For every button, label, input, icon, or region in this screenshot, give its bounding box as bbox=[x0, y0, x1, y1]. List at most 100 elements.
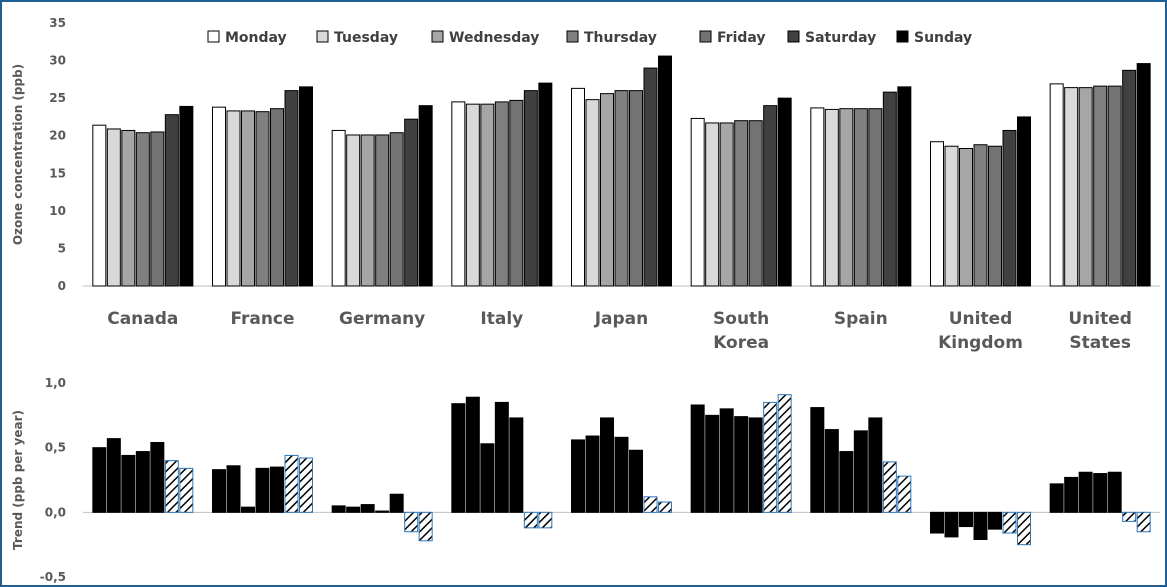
top-bar bbox=[299, 86, 313, 287]
trend-bar bbox=[1064, 476, 1079, 513]
top-bar bbox=[465, 103, 480, 287]
top-bar bbox=[538, 82, 553, 287]
top-y-tick-label: 35 bbox=[49, 16, 66, 30]
top-y-tick-label: 5 bbox=[58, 241, 66, 255]
trend-bar bbox=[824, 429, 839, 513]
category-label: Spain bbox=[834, 309, 888, 329]
top-bar bbox=[241, 110, 255, 287]
top-bar bbox=[494, 101, 509, 287]
legend-swatch bbox=[431, 30, 444, 43]
top-y-tick-label: 25 bbox=[49, 91, 66, 105]
trend-bar bbox=[346, 506, 361, 513]
trend-bar-hatched bbox=[284, 454, 299, 513]
trend-bar bbox=[868, 417, 883, 513]
top-bar bbox=[92, 124, 107, 287]
trend-bar bbox=[930, 511, 944, 534]
top-bar bbox=[121, 129, 136, 287]
top-bar bbox=[331, 129, 346, 287]
trend-bar bbox=[1049, 483, 1064, 513]
trend-bar-hatched bbox=[1122, 511, 1137, 522]
top-y-tick-label: 0 bbox=[58, 279, 66, 293]
trend-bar bbox=[734, 416, 749, 513]
trend-bar bbox=[944, 511, 959, 538]
legend-label: Friday bbox=[717, 30, 766, 46]
category-label: United bbox=[949, 309, 1013, 329]
trend-bar bbox=[360, 504, 375, 513]
category-label: South bbox=[713, 309, 769, 329]
legend-swatch bbox=[699, 30, 712, 43]
top-bar bbox=[734, 120, 749, 287]
trend-bar bbox=[705, 414, 720, 513]
trend-bar-hatched bbox=[897, 475, 912, 513]
top-y-axis-title: Ozone concentration (ppb) bbox=[11, 64, 25, 245]
top-y-tick-label: 15 bbox=[49, 166, 66, 180]
trend-bar bbox=[988, 511, 1002, 530]
category-label: Italy bbox=[480, 309, 523, 329]
top-bar bbox=[1122, 69, 1137, 287]
top-bar bbox=[1136, 63, 1151, 287]
top-bar bbox=[1093, 85, 1108, 287]
trend-bar bbox=[212, 469, 226, 513]
bottom-y-tick-label: 0,5 bbox=[45, 441, 66, 455]
trend-bar bbox=[690, 404, 705, 513]
trend-bar bbox=[853, 430, 868, 513]
top-bar bbox=[480, 103, 495, 287]
legend-swatch bbox=[787, 30, 800, 43]
top-bar bbox=[585, 99, 600, 287]
trend-bar-hatched bbox=[164, 460, 179, 513]
trend-bar bbox=[1093, 473, 1108, 513]
chart-legend: Monday Tuesday Wednesday Thursday Friday Satu… bbox=[207, 30, 972, 46]
trend-bar-hatched bbox=[882, 461, 897, 513]
top-bar bbox=[179, 105, 194, 287]
top-bar bbox=[824, 108, 839, 287]
top-bar bbox=[509, 99, 524, 287]
bottom-y-tick-label: -0,5 bbox=[40, 570, 66, 584]
top-bar bbox=[523, 90, 538, 287]
top-bar bbox=[404, 118, 419, 287]
top-bar bbox=[897, 86, 912, 287]
top-bar bbox=[810, 107, 825, 287]
top-bar bbox=[1064, 87, 1079, 287]
trend-bar bbox=[480, 443, 495, 513]
top-bar bbox=[212, 106, 226, 287]
top-bar bbox=[614, 90, 629, 287]
trend-bar bbox=[1078, 471, 1093, 513]
trend-bar bbox=[389, 493, 404, 513]
top-bar bbox=[600, 93, 614, 287]
top-bar bbox=[690, 117, 705, 287]
bottom-chart-bars bbox=[92, 394, 1151, 546]
trend-bar bbox=[331, 505, 346, 513]
trend-bar bbox=[106, 438, 121, 513]
trend-bar bbox=[465, 396, 480, 513]
trend-bar bbox=[839, 451, 854, 513]
category-label: Japan bbox=[594, 309, 649, 329]
legend-label: Thursday bbox=[584, 30, 657, 46]
top-bar bbox=[988, 145, 1002, 287]
top-bar bbox=[418, 105, 433, 287]
trend-bar bbox=[719, 408, 734, 513]
bottom-y-tick-label: 0,0 bbox=[45, 505, 66, 519]
trend-bar bbox=[585, 435, 600, 513]
legend-swatch bbox=[207, 30, 220, 43]
trend-bar bbox=[226, 465, 241, 513]
trend-bar bbox=[150, 441, 165, 513]
trend-bar bbox=[494, 401, 509, 513]
trend-bar bbox=[375, 510, 390, 513]
bottom-y-tick-label: 1,0 bbox=[45, 376, 66, 390]
trend-bar bbox=[121, 454, 136, 513]
legend-label: Saturday bbox=[805, 30, 876, 46]
trend-bar-hatched bbox=[763, 401, 778, 513]
legend-swatch bbox=[896, 30, 909, 43]
category-label: Kingdom bbox=[938, 333, 1023, 353]
trend-bar-hatched bbox=[1017, 511, 1031, 546]
trend-bar bbox=[629, 449, 643, 513]
top-bar bbox=[135, 132, 150, 287]
trend-bar bbox=[973, 511, 988, 540]
top-bar bbox=[868, 108, 883, 287]
trend-bar-hatched bbox=[1002, 511, 1017, 534]
trend-bar-hatched bbox=[538, 511, 553, 529]
trend-bar bbox=[241, 506, 255, 513]
top-bar bbox=[1107, 85, 1122, 287]
top-bar bbox=[705, 122, 720, 287]
category-label: Canada bbox=[107, 309, 178, 329]
